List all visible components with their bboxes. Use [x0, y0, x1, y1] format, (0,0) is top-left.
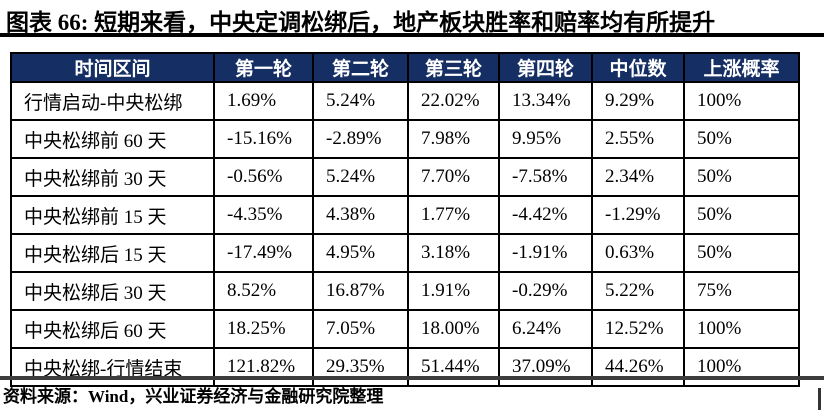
table-cell: 22.02%: [407, 81, 500, 121]
row-label: 中央松绑后 15 天: [10, 233, 215, 273]
table-row: 中央松绑后 15 天 -17.49% 4.95% 3.18% -1.91% 0.63% 50…: [10, 233, 800, 273]
table-cell: 51.44%: [407, 347, 500, 387]
column-header-round-2: 第二轮: [312, 52, 409, 83]
row-label: 中央松绑后 60 天: [10, 309, 215, 349]
table-cell: 50%: [683, 157, 800, 197]
column-header-median: 中位数: [591, 52, 685, 83]
table-cell: 1.91%: [407, 271, 500, 311]
bottom-divider: [0, 376, 824, 380]
table-cell: 5.24%: [312, 157, 409, 197]
column-header-time-range: 时间区间: [10, 52, 215, 83]
table-row: 中央松绑后 60 天 18.25% 7.05% 18.00% 6.24% 12.52% 10…: [10, 309, 800, 349]
column-header-round-1: 第一轮: [213, 52, 314, 83]
table-cell: 2.55%: [591, 119, 685, 159]
table-cell: 18.00%: [407, 309, 500, 349]
row-label: 中央松绑-行情结束: [10, 347, 215, 387]
table-cell: 121.82%: [213, 347, 314, 387]
table-cell: 6.24%: [498, 309, 593, 349]
table-cell: 5.24%: [312, 81, 409, 121]
table-cell: -4.42%: [498, 195, 593, 235]
table-header-row: 时间区间 第一轮 第二轮 第三轮 第四轮 中位数 上涨概率: [10, 52, 800, 83]
table-cell: -17.49%: [213, 233, 314, 273]
table-cell: 50%: [683, 119, 800, 159]
source-note: 资料来源：Wind，兴业证券经济与金融研究院整理: [3, 387, 384, 406]
table-cell: -4.35%: [213, 195, 314, 235]
page-edge-mark: [818, 388, 821, 410]
column-header-round-4: 第四轮: [498, 52, 593, 83]
table-cell: 29.35%: [312, 347, 409, 387]
row-label: 中央松绑前 60 天: [10, 119, 215, 159]
table-cell: 8.52%: [213, 271, 314, 311]
table-cell: -0.29%: [498, 271, 593, 311]
title-divider: [0, 33, 824, 37]
table-cell: -1.91%: [498, 233, 593, 273]
row-label: 中央松绑前 15 天: [10, 195, 215, 235]
table-cell: 3.18%: [407, 233, 500, 273]
table-cell: 9.29%: [591, 81, 685, 121]
table-cell: 16.87%: [312, 271, 409, 311]
table-row: 中央松绑前 15 天 -4.35% 4.38% 1.77% -4.42% -1.29% 50…: [10, 195, 800, 235]
table-cell: -15.16%: [213, 119, 314, 159]
table-row: 中央松绑前 60 天 -15.16% -2.89% 7.98% 9.95% 2.55% 50…: [10, 119, 800, 159]
table-cell: 7.70%: [407, 157, 500, 197]
table-cell: 18.25%: [213, 309, 314, 349]
table-cell: -0.56%: [213, 157, 314, 197]
table-cell: 5.22%: [591, 271, 685, 311]
table-cell: 7.05%: [312, 309, 409, 349]
table-cell: 4.38%: [312, 195, 409, 235]
row-label: 中央松绑前 30 天: [10, 157, 215, 197]
table-body: 行情启动-中央松绑 1.69% 5.24% 22.02% 13.34% 9.29% 100%…: [10, 81, 800, 387]
table-container: 时间区间 第一轮 第二轮 第三轮 第四轮 中位数 上涨概率 行情启动-中央松绑 1…: [10, 52, 800, 387]
table-cell: 44.26%: [591, 347, 685, 387]
table-cell: 1.77%: [407, 195, 500, 235]
table-cell: -2.89%: [312, 119, 409, 159]
table-cell: 75%: [683, 271, 800, 311]
table-cell: 50%: [683, 233, 800, 273]
column-header-up-prob: 上涨概率: [683, 52, 800, 83]
table-cell: 1.69%: [213, 81, 314, 121]
table-row: 中央松绑前 30 天 -0.56% 5.24% 7.70% -7.58% 2.34% 50%: [10, 157, 800, 197]
table-cell: 9.95%: [498, 119, 593, 159]
row-label: 中央松绑后 30 天: [10, 271, 215, 311]
table-cell: 12.52%: [591, 309, 685, 349]
column-header-round-3: 第三轮: [407, 52, 500, 83]
table-cell: 100%: [683, 347, 800, 387]
table-row: 中央松绑-行情结束 121.82% 29.35% 51.44% 37.09% 44.26%…: [10, 347, 800, 387]
table-cell: 4.95%: [312, 233, 409, 273]
table-cell: 0.63%: [591, 233, 685, 273]
table-cell: 7.98%: [407, 119, 500, 159]
data-table: 时间区间 第一轮 第二轮 第三轮 第四轮 中位数 上涨概率 行情启动-中央松绑 1…: [10, 52, 800, 387]
table-cell: 2.34%: [591, 157, 685, 197]
table-cell: -7.58%: [498, 157, 593, 197]
table-cell: 13.34%: [498, 81, 593, 121]
table-row: 中央松绑后 30 天 8.52% 16.87% 1.91% -0.29% 5.22% 75%: [10, 271, 800, 311]
table-cell: 50%: [683, 195, 800, 235]
table-row: 行情启动-中央松绑 1.69% 5.24% 22.02% 13.34% 9.29% 100%: [10, 81, 800, 121]
figure-title: 图表 66: 短期来看，中央定调松绑后，地产板块胜率和赔率均有所提升: [6, 10, 716, 35]
table-cell: 100%: [683, 309, 800, 349]
table-cell: -1.29%: [591, 195, 685, 235]
table-cell: 100%: [683, 81, 800, 121]
row-label: 行情启动-中央松绑: [10, 81, 215, 121]
table-cell: 37.09%: [498, 347, 593, 387]
